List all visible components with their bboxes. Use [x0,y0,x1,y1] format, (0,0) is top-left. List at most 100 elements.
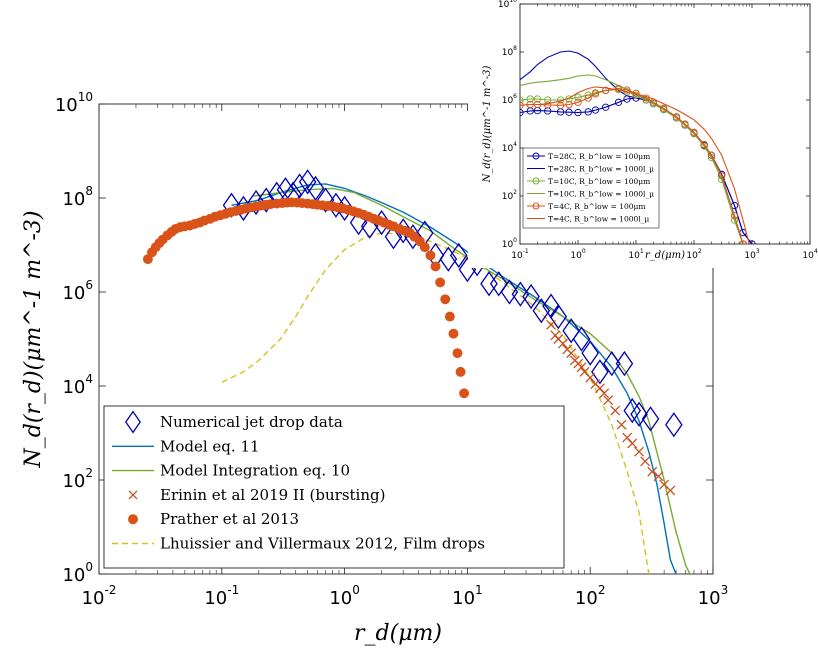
main-point-erinin-et-al-2019-ii-bursting [647,466,658,477]
main-point-numerical-jet-drop-data [532,298,551,324]
main-point-erinin-et-al-2019-ii-bursting [599,388,610,399]
x-tick-base: 10 [511,251,523,261]
main-point-numerical-jet-drop-data [623,397,642,424]
x-tick-label: 104 [802,248,817,261]
main-point-prather-et-al-2013 [419,242,430,253]
y-tick-exponent: 0 [513,237,517,244]
inset-chart: 10-1 100 101 102 103 1041001021041061081010r_… [468,0,818,268]
inset-x-axis-title: r_d(μm) [645,250,685,261]
legend-label: Numerical jet drop data [160,413,343,431]
inset-data [520,50,756,244]
y-tick-base: 10 [502,240,514,250]
inset-point-t-28c-r-b-low-100-m [602,103,610,111]
main-point-erinin-et-al-2019-ii-bursting [653,471,664,482]
x-tick-label: 103 [698,583,729,609]
main-point-numerical-jet-drop-data [290,173,309,199]
inset-point-t-10c-r-b-low-100-m [533,95,542,103]
axes-box [519,3,811,245]
x-tick-exponent: 4 [814,248,818,255]
x-tick-exponent: 2 [598,583,606,597]
legend-label: Erinin et al 2019 II (bursting) [160,486,385,504]
x-tick-exponent: 2 [698,248,702,255]
main-point-prather-et-al-2013 [425,250,436,261]
inset-point-t-28c-r-b-low-100-m [614,98,623,106]
inset-point-t-4c-r-b-low-100-m [700,140,708,149]
inset-point-t-4c-r-b-low-100-m [623,86,631,94]
main-point-prather-et-al-2013 [452,348,463,359]
main-point-erinin-et-al-2019-ii-bursting [546,319,557,330]
x-tick-exponent: 3 [756,248,760,255]
main-point-erinin-et-al-2019-ii-bursting [557,338,568,349]
x-tick-label: 101 [452,583,483,609]
main-point-erinin-et-al-2019-ii-bursting [566,348,577,359]
x-tick-base: 10 [204,588,227,609]
main-point-numerical-jet-drop-data [581,340,599,366]
inset-legend-swatch [532,177,540,185]
x-tick-label: 102 [575,583,606,609]
x-tick-base: 10 [452,588,475,609]
x-tick-exponent: 1 [475,583,483,597]
main-point-erinin-et-al-2019-ii-bursting [603,395,614,406]
inset-point-t-28c-r-b-low-100-m [565,108,573,116]
x-tick-exponent: 1 [640,248,644,255]
x-tick-base: 10 [628,251,640,261]
inset-point-t-4c-r-b-low-100-m [707,151,716,159]
x-tick-exponent: -1 [523,248,529,255]
main-point-numerical-jet-drop-data [591,359,609,385]
main-point-erinin-et-al-2019-ii-bursting [616,419,627,430]
inset-point-t-4c-r-b-low-100-m [730,212,739,220]
inset-point-t-4c-r-b-low-100-m [574,98,582,106]
x-tick-label: 10-1 [511,248,529,261]
main-point-prather-et-al-2013 [430,261,441,272]
y-tick-exponent: 8 [513,45,517,52]
main-point-erinin-et-al-2019-ii-bursting [627,438,638,449]
inset-point-t-4c-r-b-low-100-m [556,101,565,109]
y-tick-exponent: 6 [513,93,517,100]
main-point-erinin-et-al-2019-ii-bursting [634,446,645,457]
main-legend: Numerical jet drop data Model eq. 11 Model… [103,405,565,569]
main-point-numerical-jet-drop-data [439,246,458,272]
legend-label: Prather et al 2013 [160,510,299,528]
main-point-prather-et-al-2013 [435,277,446,288]
x-tick-exponent: 0 [582,248,586,255]
inset-point-t-28c-r-b-low-100-m [574,108,582,117]
main-point-numerical-jet-drop-data [603,350,621,377]
main-point-numerical-jet-drop-data [615,350,634,377]
y-tick-exponent: 2 [85,466,93,480]
x-tick-label: 100 [329,583,360,609]
y-tick-exponent: 10 [78,90,93,104]
y-tick-exponent: 8 [85,184,93,198]
main-point-prather-et-al-2013 [440,294,451,305]
main-point-numerical-jet-drop-data [641,406,660,432]
main-point-numerical-jet-drop-data [522,283,540,310]
series-line-model-eq-11 [231,183,677,574]
x-tick-label: 10-2 [82,583,117,609]
inset-legend-label: T=28C, R_b^low = 1000l_μ [548,165,654,174]
x-tick-base: 10 [802,251,814,261]
inset-legend-label: T=4C, R_b^low = 100μm [548,202,645,211]
main-point-numerical-jet-drop-data [511,281,530,307]
y-tick-label: 104 [502,141,517,154]
x-tick-base: 10 [570,251,582,261]
main-point-numerical-jet-drop-data [449,242,468,269]
y-tick-base: 10 [502,96,514,106]
inset-point-t-4c-r-b-low-100-m [544,101,552,109]
x-tick-label: 103 [744,248,759,261]
legend-label: Model Integration eq. 10 [160,462,350,480]
y-tick-base: 10 [498,0,510,10]
x-tick-base: 10 [82,588,105,609]
main-point-prather-et-al-2013 [448,328,459,339]
y-tick-exponent: 6 [85,278,93,292]
y-tick-base: 10 [62,283,85,304]
y-tick-label: 108 [62,184,93,210]
x-tick-label: 101 [628,248,643,261]
y-tick-base: 10 [62,471,85,492]
legend-swatch [128,490,138,500]
main-point-erinin-et-al-2019-ii-bursting [576,362,587,373]
x-tick-label: 102 [686,248,701,261]
y-tick-exponent: 0 [85,560,93,574]
inset-legend-label: T=10C, R_b^low = 100μm [548,177,650,186]
inset-point-t-4c-r-b-low-100-m [591,90,600,98]
inset-point-t-10c-r-b-low-100-m [574,93,582,101]
